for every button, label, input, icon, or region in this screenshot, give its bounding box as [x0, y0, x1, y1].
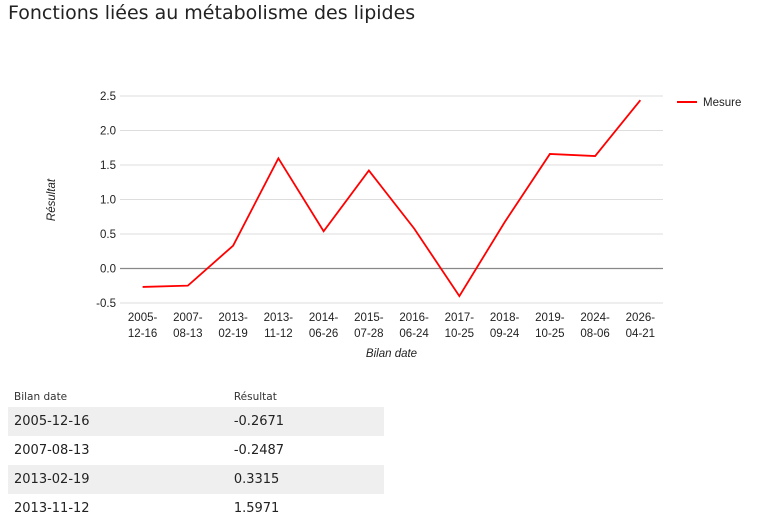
x-tick-line: 06-26 [309, 328, 338, 340]
x-tick-label: 2019- 10-25 [535, 312, 565, 340]
x-tick-label: 2013- 02-19 [218, 312, 248, 340]
table-cell: 2013-02-19 [14, 472, 90, 487]
table-cell: 1.5971 [233, 501, 280, 516]
page-title: Fonctions liées au métabolisme des lipid… [8, 2, 416, 24]
x-tick-line: 04-21 [626, 328, 655, 340]
legend-label: Mesure [703, 97, 741, 109]
table-cell: 0.3315 [233, 472, 280, 487]
x-tick-label: 2014- 06-26 [309, 312, 339, 340]
x-tick-line: 08-13 [173, 328, 202, 340]
x-tick-label: 2024- 08-06 [580, 312, 610, 340]
x-tick-line: 08-06 [580, 328, 609, 340]
table-cell: -0.2487 [233, 443, 285, 458]
y-tick-label: 2.0 [100, 126, 116, 138]
page: {"header": {"title": "Fonctions liées au… [8, 2, 742, 516]
table-header: Bilan date Résultat [8, 387, 384, 407]
chart: -0.5 0.0 0.5 1.0 1.5 2.0 2.5 2005- 12-16 2007- 08-… [46, 91, 741, 360]
y-tick-label: 1.5 [100, 160, 116, 172]
x-tick-line: 2005- [128, 312, 158, 324]
x-tick-label: 2016- 06-24 [399, 312, 429, 340]
column-header: Bilan date [14, 391, 68, 403]
y-tick-label: 0.0 [100, 264, 116, 276]
y-tick-label: 0.5 [100, 229, 116, 241]
x-tick-line: 11-12 [264, 328, 293, 340]
y-tick-label: -0.5 [96, 298, 116, 310]
x-tick-line: 06-24 [399, 328, 429, 340]
x-axis-label: Bilan date [366, 348, 417, 360]
x-tick-line: 10-25 [445, 328, 474, 340]
table-cell: 2013-11-12 [14, 501, 90, 516]
y-tick-label: 2.5 [100, 91, 116, 103]
x-tick-line: 2017- [445, 312, 475, 324]
x-tick-label: 2005- 12-16 [128, 312, 158, 340]
x-tick-line: 10-25 [535, 328, 564, 340]
x-tick-line: 12-16 [128, 328, 157, 340]
x-tick-label: 2013- 11-12 [264, 312, 294, 340]
x-tick-label: 2026- 04-21 [626, 312, 656, 340]
table-cell: 2005-12-16 [14, 414, 90, 429]
data-line [142, 99, 642, 298]
x-tick-line: 09-24 [490, 328, 520, 340]
data-table: Bilan date Résultat 2005-12-16 -0.2671 200… [8, 387, 384, 523]
x-tick-line: 2018- [490, 312, 520, 324]
x-tick-line: 07-28 [354, 328, 383, 340]
x-tick-line: 2024- [580, 312, 610, 324]
x-tick-label: 2015- 07-28 [354, 312, 384, 340]
column-header: Résultat [233, 391, 277, 403]
table-row: 2013-11-12 1.5971 [8, 494, 384, 523]
x-tick-label: 2017- 10-25 [445, 312, 475, 340]
table-cell: 2007-08-13 [14, 443, 90, 458]
table-row: 2007-08-13 -0.2487 [8, 436, 384, 465]
x-tick-line: 02-19 [218, 328, 247, 340]
x-tick-line: 2019- [535, 312, 565, 324]
x-tick-line: 2013- [218, 312, 248, 324]
x-tick-label: 2018- 09-24 [490, 312, 520, 340]
table-row: 2013-02-19 0.3315 [8, 465, 384, 494]
y-axis-label: Résultat [46, 178, 58, 221]
x-tick-label: 2007- 08-13 [173, 312, 203, 340]
x-tick-line: 2014- [309, 312, 339, 324]
table-row: 2005-12-16 -0.2671 [8, 407, 384, 436]
x-tick-line: 2013- [264, 312, 294, 324]
x-tick-line: 2026- [626, 312, 656, 324]
table-cell: -0.2671 [233, 414, 285, 429]
x-tick-line: 2007- [173, 312, 203, 324]
x-tick-line: 2016- [399, 312, 429, 324]
x-tick-line: 2015- [354, 312, 384, 324]
y-tick-label: 1.0 [100, 195, 116, 207]
